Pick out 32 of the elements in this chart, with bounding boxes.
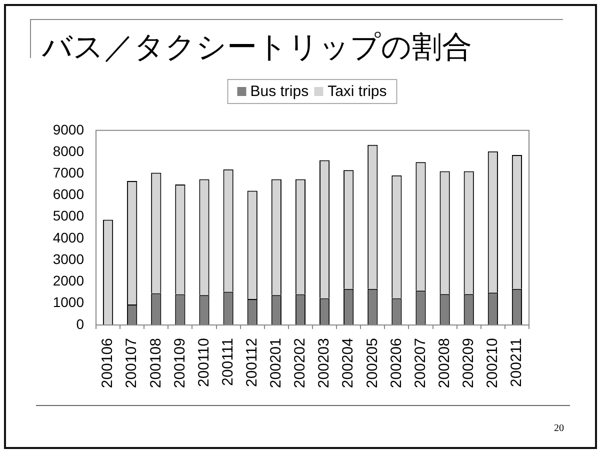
x-tick-label: 200204 [340,338,357,388]
x-tick-label: 200201 [268,338,285,388]
x-tick-label: 200106 [99,338,116,388]
y-tick-label: 0 [76,316,84,332]
y-tick-label: 5000 [52,208,84,224]
y-tick-label: 1000 [52,294,84,310]
y-tick-label: 4000 [52,229,84,246]
y-tick-label: 8000 [52,142,84,159]
x-tick-label: 200206 [388,338,405,388]
x-tick-label: 200111 [219,338,236,386]
text: 20 [554,423,564,434]
legend-label: Taxi trips [328,83,387,100]
y-tick-label: 9000 [52,121,84,138]
x-tick-label: 200211 [508,338,526,387]
y-tick-label: 7000 [52,164,84,181]
x-tick-label: 200110 [195,338,212,387]
x-tick-label: 200109 [171,338,188,388]
x-tick-label: 200210 [484,338,502,388]
x-tick-label: 200207 [412,338,429,388]
x-tick-label: 200205 [364,338,381,388]
x-tick-label: 200107 [123,338,140,388]
y-tick-label: 3000 [52,250,84,267]
legend-label: Bus trips [250,83,309,100]
x-tick-label: 200112 [244,338,260,387]
chart-title: バス／タクシートリップの割合 [42,29,472,67]
x-tick-label: 200209 [460,338,477,388]
x-tick-label: 200208 [436,338,453,388]
x-tick-label: 200108 [147,338,164,388]
x-tick-label: 200202 [292,338,309,388]
y-tick-label: 6000 [52,186,84,202]
y-tick-label: 2000 [52,272,84,289]
x-tick-label: 200203 [316,338,333,388]
